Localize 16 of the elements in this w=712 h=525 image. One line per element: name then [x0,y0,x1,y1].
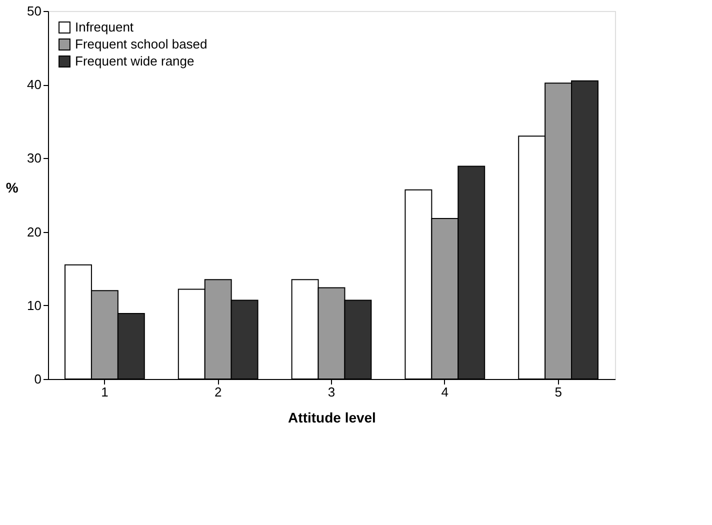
x-tick-label: 5 [554,384,562,400]
x-tick-label: 2 [214,384,222,400]
legend-label: Frequent wide range [75,54,194,68]
y-tick-label: 30 [27,150,42,166]
y-tick-label: 20 [27,224,42,240]
x-axis-title: Attitude level [288,410,376,426]
legend-label: Frequent school based [75,36,208,52]
y-tick-label: 40 [27,77,42,92]
x-tick-label: 1 [101,384,108,400]
y-tick-label: 10 [27,298,42,313]
y-tick-label: 0 [34,372,42,386]
x-tick-label: 4 [441,384,449,400]
legend-label: Infrequent [75,20,134,34]
y-tick-label: 50 [27,4,42,18]
x-tick-label: 3 [328,384,336,400]
y-axis-title: % [6,180,19,196]
